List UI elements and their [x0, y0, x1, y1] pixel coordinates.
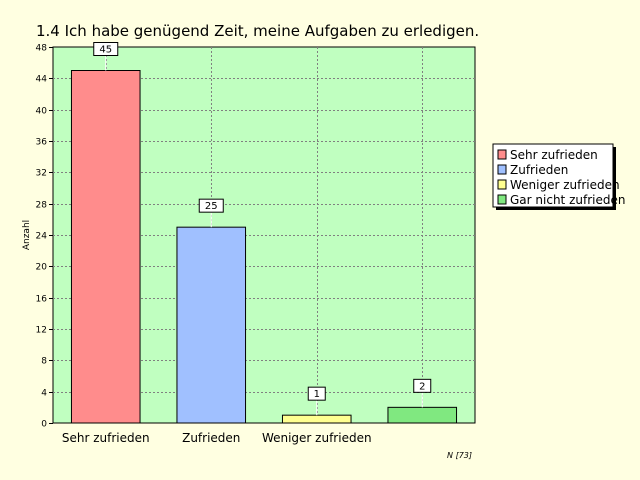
data-label-box: [413, 378, 432, 393]
bar: [387, 406, 458, 424]
y-tick-label: 28: [36, 201, 48, 211]
y-tick-label: 36: [36, 138, 48, 148]
legend: [492, 143, 614, 208]
chart-title: 1.4 Ich habe genügend Zeit, meine Aufgab…: [36, 22, 480, 40]
bar: [70, 70, 141, 424]
sample-size-note: N [73]: [447, 451, 472, 460]
legend-swatch: [497, 194, 507, 205]
y-tick-label: 8: [41, 357, 47, 367]
legend-entry: Weniger zufrieden: [510, 178, 620, 192]
x-tick-label: Sehr zufrieden: [62, 431, 150, 445]
legend-swatch: [497, 164, 507, 175]
y-tick-label: 20: [36, 263, 48, 273]
data-label-box: [93, 42, 119, 56]
data-label: 2: [419, 381, 425, 392]
y-axis-label: Anzahl: [22, 220, 32, 250]
y-tick-label: 0: [41, 420, 47, 430]
bar: [176, 226, 247, 424]
x-tick-label: Weniger zufrieden: [262, 431, 372, 445]
data-label: 45: [99, 45, 112, 56]
y-tick-label: 16: [36, 295, 48, 305]
legend-entry: Sehr zufrieden: [510, 148, 598, 162]
x-tick-label: Zufrieden: [182, 431, 240, 445]
y-tick-label: 4: [41, 389, 47, 399]
data-label-box: [198, 198, 224, 213]
data-label: 1: [314, 389, 320, 400]
y-tick-label: 40: [36, 107, 48, 117]
data-label-box: [307, 386, 326, 401]
legend-swatch: [497, 149, 507, 160]
legend-entry: Zufrieden: [510, 163, 568, 177]
y-tick-label: 12: [36, 326, 47, 336]
y-tick-label: 32: [36, 169, 47, 179]
bar: [281, 414, 352, 424]
legend-entry: Gar nicht zufrieden: [510, 193, 625, 207]
y-tick-label: 48: [36, 44, 48, 54]
y-tick-label: 44: [36, 75, 48, 85]
data-label: 25: [205, 201, 218, 212]
y-tick-label: 24: [36, 232, 48, 242]
legend-swatch: [497, 179, 507, 190]
